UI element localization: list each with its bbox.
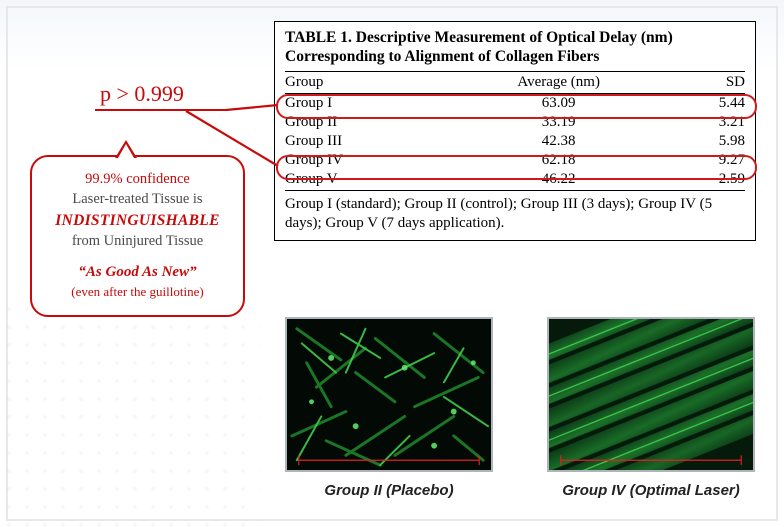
cell-group: Group III xyxy=(285,132,445,151)
callout-line3: INDISTINGUISHABLE xyxy=(55,212,219,229)
micrograph-placebo xyxy=(285,317,493,472)
table-header-row: Group Average (nm) SD xyxy=(285,71,745,93)
micrograph-placebo-label: Group II (Placebo) xyxy=(285,482,493,499)
callout-line1: 99.9% confidence xyxy=(85,171,190,187)
callout-quote: “As Good As New” xyxy=(40,262,235,283)
table-row: Group III 42.38 5.98 xyxy=(285,132,745,151)
callout-sub: (even after the guillotine) xyxy=(40,283,235,301)
callout-line4: from Uninjured Tissue xyxy=(72,233,203,249)
highlight-group-iv xyxy=(276,155,757,180)
cell-avg: 42.38 xyxy=(445,132,673,151)
p-value-underline xyxy=(95,109,227,111)
col-group: Group xyxy=(285,71,445,93)
bg-dots xyxy=(0,300,260,527)
table-footnote: Group I (standard); Group II (control); … xyxy=(285,195,745,233)
col-average: Average (nm) xyxy=(445,71,673,93)
highlight-group-i xyxy=(276,94,757,119)
micrograph-optimal xyxy=(547,317,755,472)
callout-bubble: 99.9% confidence Laser-treated Tissue is… xyxy=(30,155,245,317)
callout-line2: Laser-treated Tissue is xyxy=(72,191,202,207)
table-title-prefix: TABLE 1. xyxy=(285,29,356,46)
table-title: TABLE 1. Descriptive Measurement of Opti… xyxy=(285,28,745,67)
table-1: TABLE 1. Descriptive Measurement of Opti… xyxy=(274,21,756,241)
micrograph-optimal-label: Group IV (Optimal Laser) xyxy=(547,482,755,499)
col-sd: SD xyxy=(673,71,745,93)
p-value-label: p > 0.999 xyxy=(100,81,184,107)
cell-sd: 5.98 xyxy=(673,132,745,151)
